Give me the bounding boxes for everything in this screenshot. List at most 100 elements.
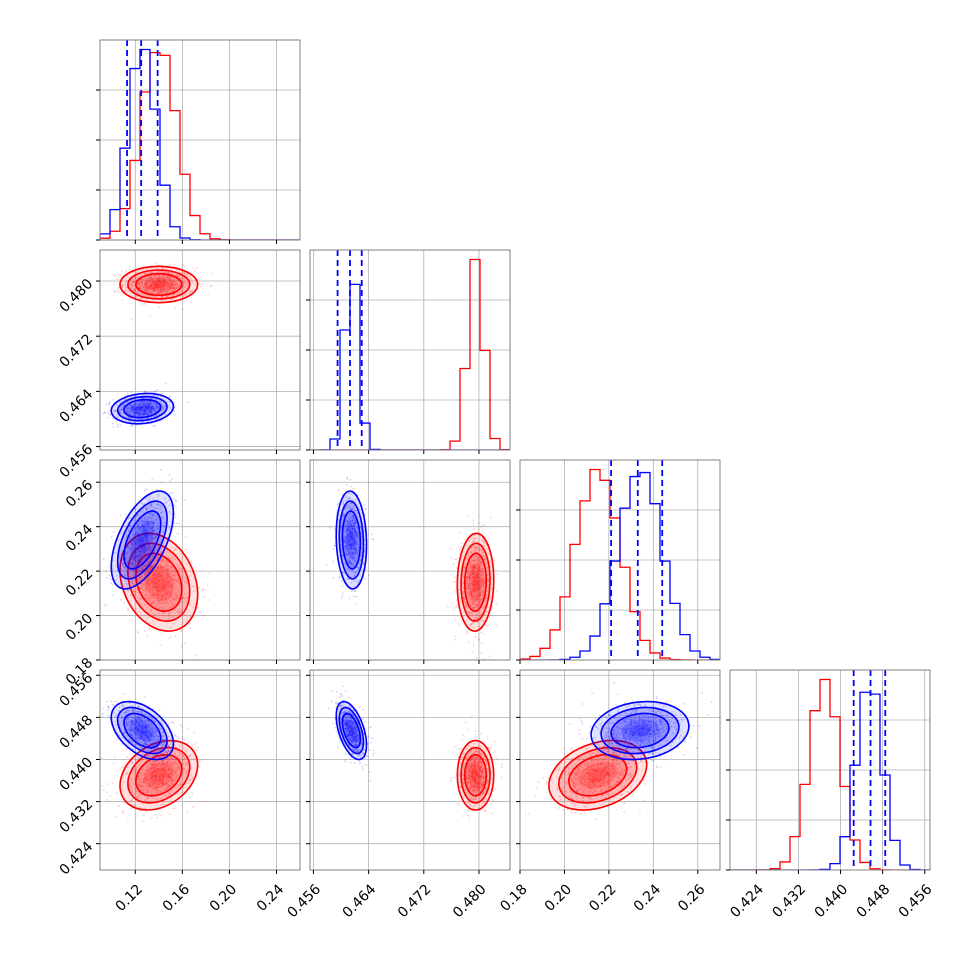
blue-sample-point [129, 404, 132, 406]
red-sample-point [145, 619, 148, 622]
blue-sample-point [148, 544, 150, 547]
blue-sample-point [132, 539, 135, 542]
red-sample-point [156, 581, 158, 583]
red-sample-point [150, 817, 153, 819]
blue-sample-point [147, 413, 150, 416]
red-sample-point [129, 542, 132, 545]
blue-sample-point [136, 569, 139, 572]
red-sample-point [129, 580, 132, 583]
blue-sample-point [137, 561, 139, 564]
red-sample-point [142, 820, 145, 823]
red-sample-point [458, 532, 461, 534]
blue-sample-point [127, 530, 130, 532]
red-sample-point [118, 805, 121, 808]
blue-sample-point [115, 420, 118, 423]
red-sample-point [185, 283, 188, 285]
red-sample-point [134, 594, 137, 597]
red-sample-point [162, 290, 165, 293]
blue-sample-point [150, 516, 153, 519]
red-sample-point [145, 290, 148, 293]
red-sample-point [474, 635, 477, 638]
red-sample-point [148, 580, 151, 583]
blue-sample-point [149, 401, 152, 404]
red-sample-point [129, 576, 131, 579]
blue-sample-point [147, 548, 150, 550]
blue-sample-point [132, 559, 135, 561]
red-sample-point [208, 599, 211, 601]
blue-sample-point [145, 406, 148, 409]
red-sample-point [173, 279, 176, 282]
red-sample-point [152, 581, 155, 584]
red-sample-point [121, 810, 124, 813]
blue-sample-point [146, 525, 149, 528]
red-sample-point [198, 765, 201, 768]
red-sample-point [447, 605, 449, 608]
red-sample-point [154, 286, 157, 289]
blue-sample-point [121, 553, 124, 556]
red-sample-point [207, 293, 210, 295]
red-sample-point [161, 595, 164, 598]
blue-sample-point [124, 592, 127, 595]
red-sample-point [162, 612, 165, 614]
blue-sample-point [147, 531, 150, 534]
red-sample-point [152, 278, 155, 281]
red-sample-point [173, 549, 176, 552]
red-sample-point [167, 284, 170, 286]
red-sample-point [148, 277, 151, 279]
blue-sample-point [168, 473, 171, 476]
red-sample-point [171, 286, 174, 289]
red-sample-point [172, 283, 175, 286]
blue-sample-point [340, 597, 343, 599]
blue-sample-point [140, 401, 142, 404]
red-sample-point [121, 299, 123, 301]
red-sample-point [151, 277, 154, 280]
red-sample-point [130, 287, 133, 290]
blue-sample-point [131, 537, 134, 540]
red-sample-point [146, 299, 149, 302]
blue-sample-point [136, 410, 139, 413]
red-sample-point [186, 273, 189, 275]
blue-sample-point [129, 403, 132, 406]
red-sample-point [132, 281, 134, 284]
red-sample-point [142, 565, 145, 568]
red-sample-point [140, 582, 143, 585]
red-sample-point [124, 282, 127, 284]
red-sample-point [496, 590, 498, 592]
blue-sample-point [131, 543, 133, 546]
red-sample-point [161, 288, 163, 291]
panel-1-0 [96, 249, 301, 454]
blue-sample-point [137, 401, 140, 404]
red-sample-point [130, 582, 133, 584]
red-sample-point [163, 284, 166, 286]
red-sample-point [166, 286, 169, 288]
red-sample-point [144, 283, 147, 286]
blue-sample-point [149, 405, 152, 408]
red-sample-point [127, 817, 129, 820]
red-sample-point [149, 560, 151, 563]
blue-sample-point [140, 561, 143, 564]
red-sample-point [157, 282, 160, 285]
red-sample-point [153, 578, 155, 580]
blue-sample-point [137, 413, 140, 416]
red-sample-point [161, 286, 164, 289]
blue-sample-point [149, 565, 152, 567]
red-sample-point [188, 579, 191, 581]
red-sample-point [166, 574, 168, 577]
red-sample-point [167, 568, 169, 571]
red-sample-point [182, 614, 185, 616]
blue-sample-point [140, 408, 143, 411]
blue-sample-point [144, 409, 147, 412]
blue-sample-point [144, 530, 146, 533]
red-sample-point [144, 289, 146, 292]
blue-sample-point [164, 382, 167, 385]
red-sample-point [122, 530, 125, 533]
red-sample-point [154, 284, 157, 287]
blue-sample-point [350, 485, 352, 488]
blue-sample-point [142, 404, 144, 406]
blue-sample-point [141, 538, 144, 541]
blue-sample-point [134, 410, 137, 412]
red-sample-point [169, 813, 172, 816]
red-sample-point [130, 283, 132, 285]
red-sample-point [183, 281, 186, 284]
blue-sample-point [123, 565, 126, 568]
